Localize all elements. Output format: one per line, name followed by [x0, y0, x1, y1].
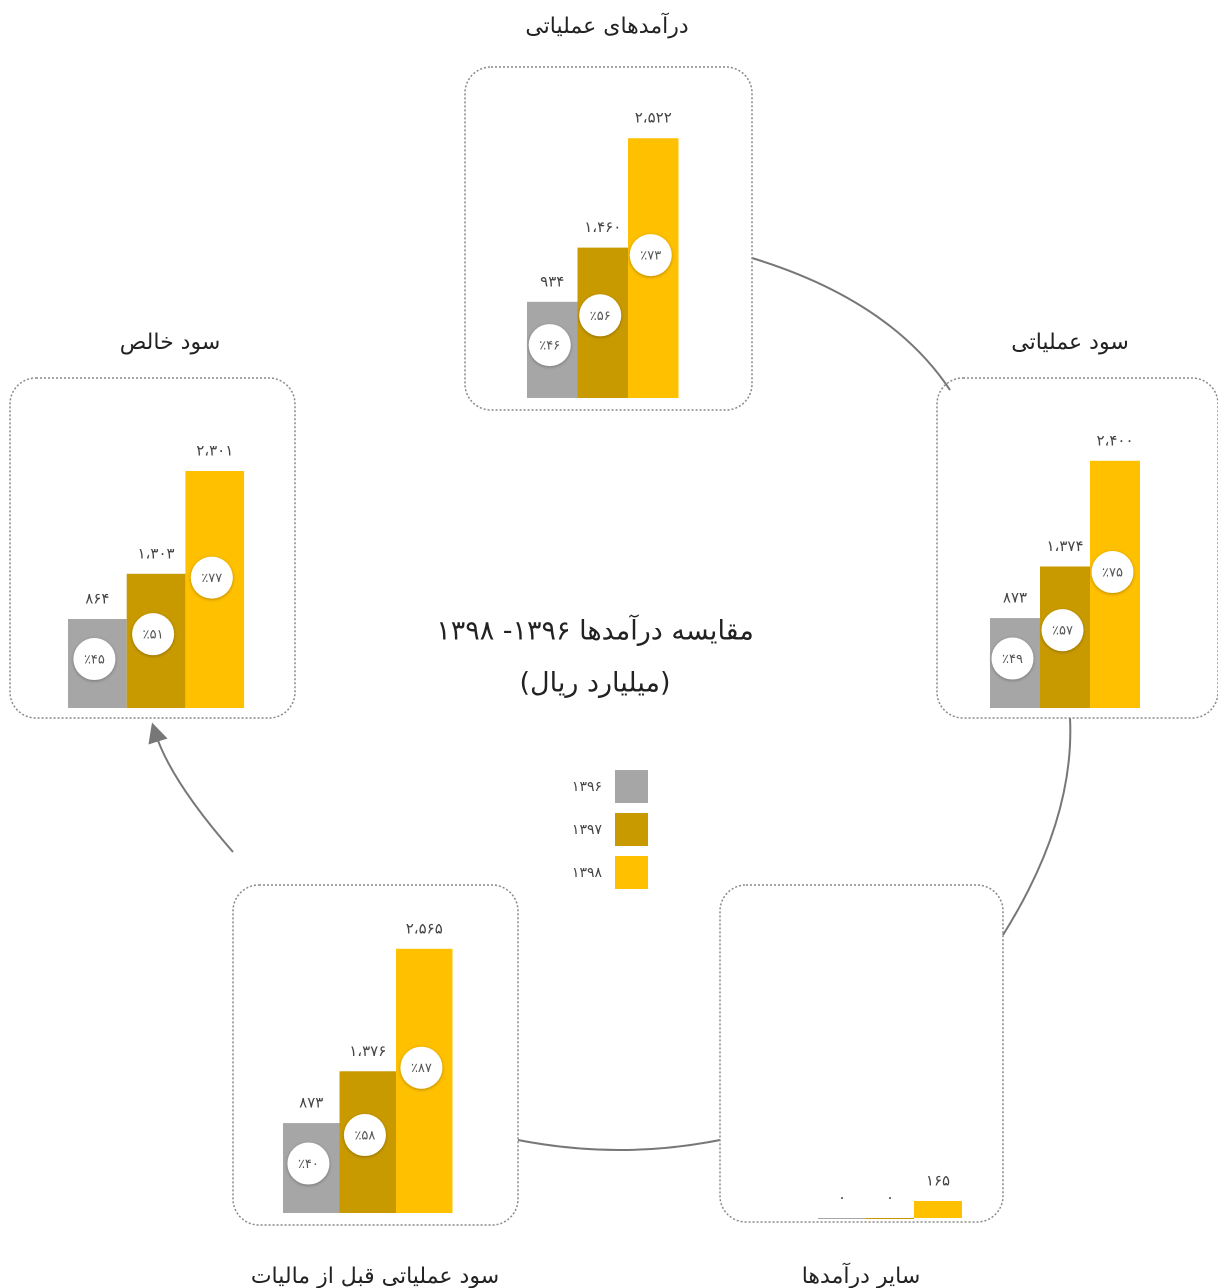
value-label: ۲،۵۶۵: [406, 919, 443, 937]
value-label: ۲،۵۲۲: [635, 109, 672, 127]
percent-label: ٪۷۵: [1102, 566, 1123, 581]
percent-badge: [579, 294, 622, 337]
value-label: ۲،۴۰۰: [1096, 431, 1133, 449]
connector-arrow: [148, 722, 234, 853]
percent-label: ٪۸۷: [411, 1061, 432, 1076]
connector: [751, 257, 951, 391]
value-label: ۰: [838, 1189, 846, 1207]
bar: [866, 1218, 914, 1219]
percent-label: ٪۴۰: [298, 1157, 319, 1172]
percent-label: ٪۴۹: [1002, 652, 1023, 667]
connector: [1002, 717, 1072, 936]
value-label: ۱،۴۶۰: [584, 218, 621, 236]
percent-label: ٪۴۶: [539, 339, 560, 354]
percent-badge: [132, 613, 175, 656]
panel-frame: [719, 884, 1004, 1223]
panel-title: سود عملیاتی قبل از مالیات: [251, 1264, 499, 1288]
value-label: ۱،۳۰۳: [138, 544, 175, 562]
percent-badge: [190, 556, 233, 599]
bar: [818, 1218, 866, 1219]
percent-badge: [528, 324, 571, 367]
percent-badge: [991, 637, 1034, 680]
panel-title: سایر درآمدها: [802, 1262, 921, 1288]
title: مقایسه درآمدها ۱۳۹۶- ۱۳۹۸: [436, 615, 754, 647]
bar: [914, 1201, 962, 1218]
percent-badge: [629, 234, 672, 277]
percent-badge: [400, 1046, 443, 1089]
percent-label: ٪۷۳: [640, 249, 661, 264]
percent-label: ٪۵۷: [1052, 624, 1073, 639]
value-label: ۹۳۴: [540, 272, 564, 290]
connector: [517, 1139, 721, 1151]
percent-badge: [1041, 609, 1084, 652]
percent-badge: [73, 638, 116, 681]
panel-frame: [464, 66, 753, 411]
connectors: [148, 257, 1072, 1151]
subtitle: (میلیارد ریال): [519, 668, 670, 699]
percent-label: ٪۴۵: [84, 653, 105, 668]
legend-swatch: [615, 813, 648, 846]
value-label: ۲،۳۰۱: [196, 441, 233, 459]
percent-label: ٪۵۶: [590, 309, 611, 324]
panel-frame: [936, 377, 1218, 719]
percent-badge: [1091, 551, 1134, 594]
value-label: ۸۷۳: [1003, 589, 1027, 607]
panel-title: سود عملیاتی: [1011, 330, 1129, 355]
value-label: ۰: [886, 1189, 894, 1207]
legend-label: ۱۳۹۸: [572, 865, 603, 881]
panel-title: سود خالص: [120, 330, 221, 355]
percent-label: ٪۵۱: [143, 628, 164, 643]
panel-frame: [9, 377, 296, 719]
legend-label: ۱۳۹۷: [572, 822, 603, 838]
value-label: ۱۶۵: [926, 1172, 950, 1190]
value-label: ۱،۳۷۶: [349, 1042, 386, 1060]
percent-label: ٪۵۸: [354, 1129, 375, 1144]
legend-swatch: [615, 770, 648, 803]
legend-label: ۱۳۹۶: [572, 779, 602, 795]
percent-badge: [343, 1114, 386, 1157]
percent-badge: [287, 1142, 330, 1185]
value-label: ۸۷۳: [299, 1094, 323, 1112]
value-label: ۸۶۴: [85, 590, 109, 608]
legend-swatch: [615, 856, 648, 889]
percent-label: ٪۷۷: [201, 571, 222, 586]
value-label: ۱،۳۷۴: [1046, 537, 1083, 555]
panel-title: درآمدهای عملیاتی: [525, 12, 688, 39]
panel-frame: [232, 884, 519, 1226]
